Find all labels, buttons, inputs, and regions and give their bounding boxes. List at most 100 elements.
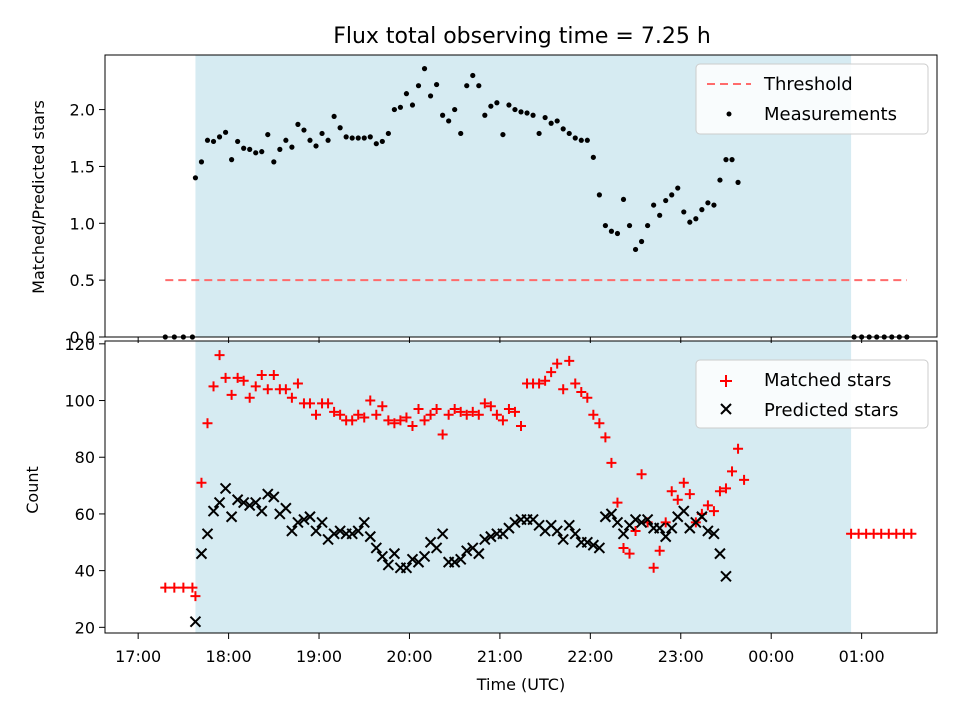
predicted-stars-point	[292, 516, 304, 529]
measurement-point	[216, 134, 223, 140]
matched-stars-point	[509, 406, 520, 417]
predicted-stars-point	[702, 525, 714, 537]
count-legend: Matched stars Predicted stars	[695, 359, 929, 429]
measurement-point	[723, 157, 729, 163]
matched-stars-point	[359, 412, 370, 423]
measurement-point	[681, 209, 687, 215]
measurement-point	[663, 197, 669, 204]
matched-stars-point	[648, 562, 659, 573]
measurement-point	[247, 146, 253, 152]
measurement-point	[596, 192, 602, 198]
predicted-stars-point	[430, 542, 443, 554]
time-x-tick-label: 00:00	[748, 647, 794, 666]
measurement-point	[283, 137, 289, 143]
predicted-stars-point	[298, 513, 310, 526]
matched-stars-point	[576, 387, 587, 398]
predicted-stars-point	[189, 615, 202, 628]
matched-stars-point	[540, 375, 551, 386]
measurement-point	[222, 129, 229, 135]
predicted-stars-point	[268, 491, 280, 503]
matched-stars-point	[630, 525, 641, 536]
matched-stars-point	[256, 370, 267, 381]
matched-stars-point	[169, 582, 180, 593]
matched-stars-point	[190, 591, 201, 602]
measurement-point	[578, 137, 584, 143]
ratio-panel: 0.00.51.01.52.0 Matched/Predicted stars …	[29, 54, 938, 347]
predicted-stars-point	[231, 494, 244, 506]
legend-matched-label: Matched stars	[764, 370, 891, 391]
predicted-stars-point	[388, 547, 401, 560]
measurement-point	[711, 202, 717, 208]
time-x-axis: 17:00 18:00 19:00 20:00 21:00 22:00 23:00 00:00…	[115, 337, 885, 666]
predicted-stars-point	[653, 522, 666, 534]
predicted-stars-point	[599, 511, 612, 523]
matched-stars-point	[425, 409, 436, 420]
matched-stars-point	[564, 355, 575, 366]
measurement-point	[289, 144, 295, 150]
measurement-point	[524, 110, 530, 116]
measurement-point	[494, 100, 500, 106]
measurement-point	[687, 219, 693, 225]
measurement-point	[271, 159, 277, 165]
matched-stars-point	[684, 489, 695, 500]
matched-stars-point	[588, 409, 599, 420]
count-panel: 20 40 60 80 100 120 17:00 18:00 19:00 20:00 21:00…	[23, 335, 938, 694]
predicted-stars-point	[666, 522, 678, 534]
predicted-stars-point	[310, 525, 322, 537]
x-axis-label: Time (UTC)	[476, 675, 565, 694]
count-y-tick-label: 100	[64, 392, 95, 411]
matched-stars-point	[365, 395, 376, 406]
predicted-stars-point	[509, 516, 521, 529]
matched-stars-point	[708, 506, 719, 517]
matched-stars-point	[329, 406, 340, 417]
matched-stars-point	[377, 401, 388, 412]
predicted-stars-point	[629, 513, 642, 526]
matched-stars-point	[304, 398, 315, 409]
measurement-point	[548, 120, 554, 126]
predicted-stars-point	[195, 547, 208, 560]
ratio-y-tick-label: 2.0	[70, 101, 95, 120]
matched-stars-point	[702, 500, 713, 511]
matched-stars-point	[431, 404, 442, 415]
time-x-tick-label: 01:00	[839, 647, 885, 666]
predicted-stars-point	[400, 562, 413, 574]
time-x-tick-label: 17:00	[115, 647, 161, 666]
predicted-stars-point	[455, 553, 467, 565]
predicted-stars-point	[262, 488, 274, 500]
measurement-point	[669, 192, 675, 198]
predicted-stars-point	[593, 542, 606, 554]
predicted-stars-point	[201, 528, 214, 540]
matched-stars-point	[437, 429, 448, 440]
ratio-y-tick-label: 0.0	[70, 328, 95, 347]
legend-measurements-label: Measurements	[764, 104, 897, 125]
measurement-point	[572, 135, 578, 141]
predicted-stars-point	[243, 499, 256, 512]
predicted-stars-point	[382, 559, 395, 571]
matched-stars-point	[196, 477, 207, 488]
predicted-stars-point	[617, 528, 630, 540]
measurement-point	[440, 112, 446, 118]
time-x-tick-label: 19:00	[296, 647, 342, 666]
matched-stars-point	[606, 457, 617, 468]
matched-stars-point	[232, 372, 243, 383]
predicted-stars-point	[364, 530, 376, 543]
predicted-stars-point	[304, 511, 316, 523]
measurement-point	[500, 131, 506, 138]
count-y-tick-label: 40	[75, 562, 95, 581]
matched-stars-point	[733, 443, 744, 454]
measurement-point	[536, 130, 542, 137]
predicted-stars-point	[569, 528, 581, 540]
matched-stars-point	[455, 406, 466, 417]
measurement-point	[476, 83, 482, 89]
measurement-point	[421, 66, 428, 72]
measurement-point	[645, 222, 651, 229]
matched-stars-series	[160, 350, 917, 602]
measurement-point	[343, 134, 349, 140]
predicted-stars-series	[189, 482, 732, 628]
measurement-point	[229, 157, 235, 163]
measurement-point	[391, 106, 397, 113]
measurement-point	[566, 130, 572, 137]
matched-stars-point	[672, 494, 683, 505]
ratio-legend: Threshold Measurements	[695, 63, 929, 135]
matched-stars-point	[739, 474, 750, 485]
